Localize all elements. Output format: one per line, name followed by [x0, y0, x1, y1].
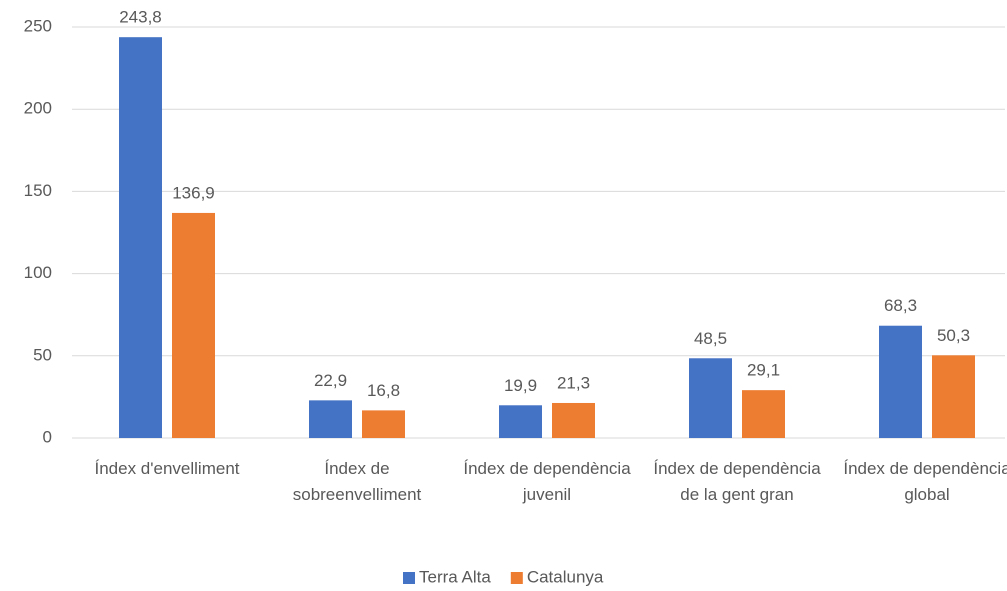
bar	[119, 37, 162, 438]
data-label: 50,3	[937, 326, 970, 345]
y-tick-label: 250	[24, 16, 52, 35]
data-label: 243,8	[119, 8, 162, 27]
data-label: 29,1	[747, 361, 780, 380]
bar	[362, 410, 405, 438]
bar	[172, 212, 215, 438]
bar	[742, 390, 785, 438]
data-label: 21,3	[557, 373, 590, 392]
y-tick-label: 50	[33, 345, 52, 364]
x-tick-label: Índex d'envelliment	[94, 459, 240, 478]
bar	[689, 358, 732, 438]
x-tick-label: Índex de sobreenvelliment	[292, 459, 422, 504]
data-label: 19,9	[504, 376, 537, 395]
bar	[309, 400, 352, 438]
bar	[932, 355, 975, 438]
data-label: 136,9	[172, 183, 215, 202]
y-tick-label: 150	[24, 181, 52, 200]
x-tick-label: Índex de dependència juvenil	[463, 459, 631, 504]
bar	[552, 402, 595, 438]
bar	[879, 325, 922, 438]
y-tick-label: 200	[24, 99, 52, 118]
legend-label: Catalunya	[527, 567, 604, 586]
data-label: 22,9	[314, 371, 347, 390]
legend-swatch	[403, 572, 415, 584]
y-tick-label: 0	[43, 427, 52, 446]
bar	[499, 405, 542, 438]
data-label: 68,3	[884, 296, 917, 315]
x-tick-label: Índex de dependència de la gent gran	[653, 459, 821, 504]
legend-swatch	[510, 572, 523, 584]
x-tick-label: Índex de dependència global	[843, 459, 1007, 504]
data-label: 16,8	[367, 381, 400, 400]
y-tick-label: 100	[24, 263, 52, 282]
legend-label: Terra Alta	[419, 567, 491, 586]
data-label: 48,5	[694, 329, 727, 348]
